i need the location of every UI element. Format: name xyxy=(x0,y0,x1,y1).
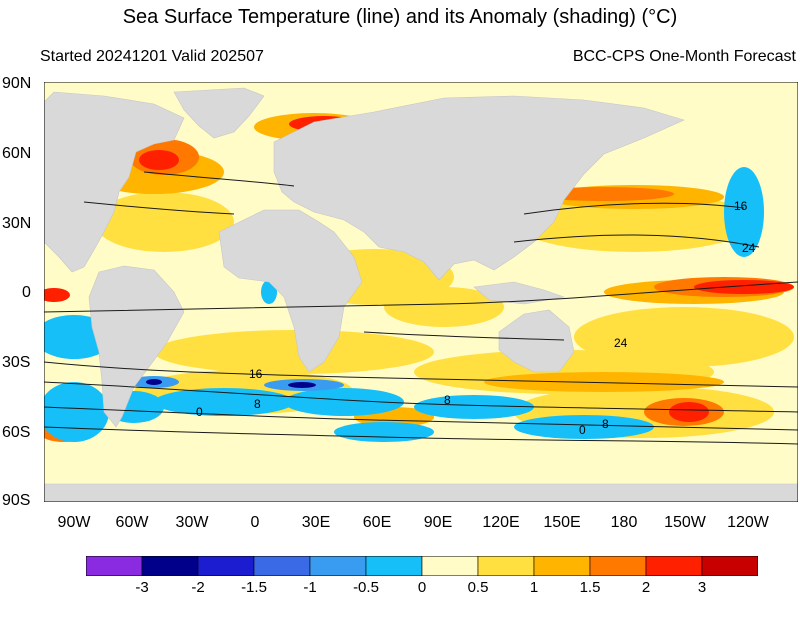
colorbar-tick-label: -3 xyxy=(135,579,149,596)
lon-label: 60W xyxy=(115,514,149,531)
colorbar-tick-label: -1 xyxy=(303,579,317,596)
lon-label: 150W xyxy=(664,514,706,531)
lon-label: 0 xyxy=(250,514,260,531)
colorbar-swatch xyxy=(309,556,367,576)
colorbar-tick-label: 1 xyxy=(529,579,539,596)
contour-label: 0 xyxy=(579,423,586,437)
contour-label: 24 xyxy=(742,241,756,255)
lat-label-30s: 30S xyxy=(2,354,31,371)
contour-label: 8 xyxy=(444,393,451,407)
lat-label-90n: 90N xyxy=(2,75,32,92)
colorbar-tick-label: -2 xyxy=(191,579,205,596)
colorbar-swatch xyxy=(477,556,535,576)
land-masses xyxy=(44,87,798,502)
colorbar-tick-label: 2 xyxy=(641,579,651,596)
contour-label: 16 xyxy=(249,367,263,381)
colorbar-swatch xyxy=(86,556,143,576)
colorbar-swatch xyxy=(197,556,255,576)
map-title: Sea Surface Temperature (line) and its A… xyxy=(122,6,678,28)
colorbar-tick-label: 0.5 xyxy=(467,579,489,596)
lon-label: 30W xyxy=(175,514,209,531)
colorbar-swatch xyxy=(141,556,199,576)
lon-label: 90E xyxy=(423,514,453,531)
colorbar-tick-label: -0.5 xyxy=(353,579,379,596)
contour-label: 8 xyxy=(602,417,609,431)
anomaly-colorbar xyxy=(86,556,758,576)
lon-label: 120W xyxy=(727,514,769,531)
lat-label-30n: 30N xyxy=(2,215,32,232)
lon-label: 60E xyxy=(362,514,392,531)
sst-contours xyxy=(44,171,798,445)
colorbar-swatch xyxy=(701,556,758,576)
colorbar-swatch xyxy=(533,556,591,576)
sst-anomaly-map: 16 24 24 16 8 8 0 8 0 xyxy=(44,82,798,502)
lon-label: 30E xyxy=(301,514,331,531)
contour-label: 24 xyxy=(614,336,628,350)
colorbar-tick-label: 3 xyxy=(697,579,707,596)
lat-label-90s: 90S xyxy=(2,492,31,509)
contour-label: 0 xyxy=(196,405,203,419)
lon-label: 180 xyxy=(610,514,638,531)
contour-label: 8 xyxy=(254,397,261,411)
colorbar-swatch xyxy=(645,556,703,576)
lon-label: 120E xyxy=(482,514,520,531)
colorbar-swatch xyxy=(421,556,479,576)
colorbar-swatch xyxy=(589,556,647,576)
colorbar-swatch xyxy=(253,556,311,576)
lat-label-equator: 0 xyxy=(22,284,31,301)
lat-label-60n: 60N xyxy=(2,145,32,162)
forecast-source: BCC-CPS One-Month Forecast xyxy=(572,48,796,65)
forecast-dates: Started 20241201 Valid 202507 xyxy=(40,48,264,65)
colorbar-tick-label: 1.5 xyxy=(579,579,601,596)
contour-label: 16 xyxy=(734,199,748,213)
colorbar-tick-label: 0 xyxy=(417,579,427,596)
lon-label: 150E xyxy=(543,514,581,531)
colorbar-swatch xyxy=(365,556,423,576)
lat-label-60s: 60S xyxy=(2,424,31,441)
colorbar-tick-label: -1.5 xyxy=(241,579,267,596)
lon-label: 90W xyxy=(57,514,91,531)
